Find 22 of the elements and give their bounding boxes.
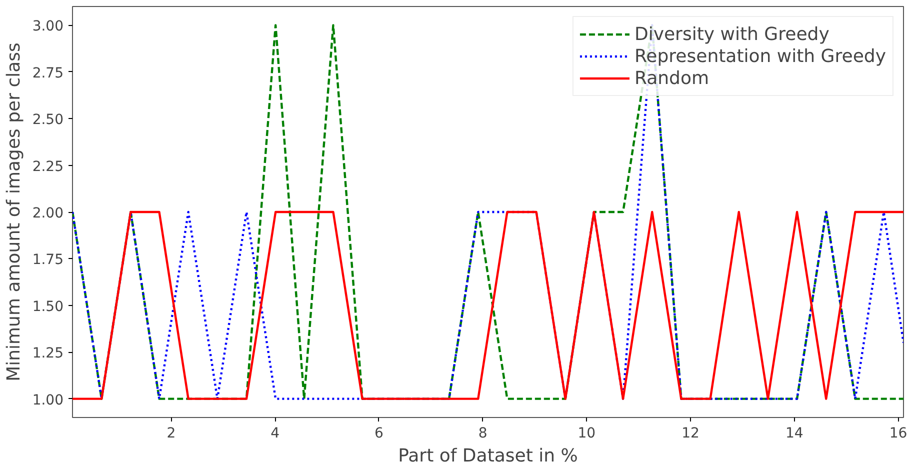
y-tick-label: 2.25 [32, 158, 64, 175]
x-tick-label: 10 [578, 426, 596, 442]
y-tick-label: 1.50 [32, 298, 64, 315]
x-tick-label: 8 [478, 426, 488, 442]
y-tick-label: 1.75 [32, 252, 64, 268]
y-tick-label: 1.25 [32, 346, 64, 362]
y-tick-label: 2.00 [32, 206, 64, 222]
legend-label: Random [634, 67, 709, 89]
x-tick-label: 16 [889, 426, 907, 442]
legend-label: Representation with Greedy [634, 45, 886, 67]
y-tick-label: 1.00 [32, 392, 64, 408]
x-tick-label: 4 [270, 426, 280, 442]
x-tick-label: 6 [374, 426, 384, 442]
y-axis-title: Minimum amount of images per class [3, 42, 24, 382]
y-tick-label: 2.50 [32, 112, 64, 128]
x-axis-title: Part of Dataset in % [398, 446, 578, 466]
y-tick-label: 3.00 [32, 18, 64, 35]
legend-label: Diversity with Greedy [634, 23, 830, 45]
x-tick-label: 2 [166, 426, 176, 442]
x-tick-label: 14 [786, 426, 804, 442]
x-tick-label: 12 [682, 426, 700, 442]
y-tick-label: 2.75 [32, 65, 64, 82]
